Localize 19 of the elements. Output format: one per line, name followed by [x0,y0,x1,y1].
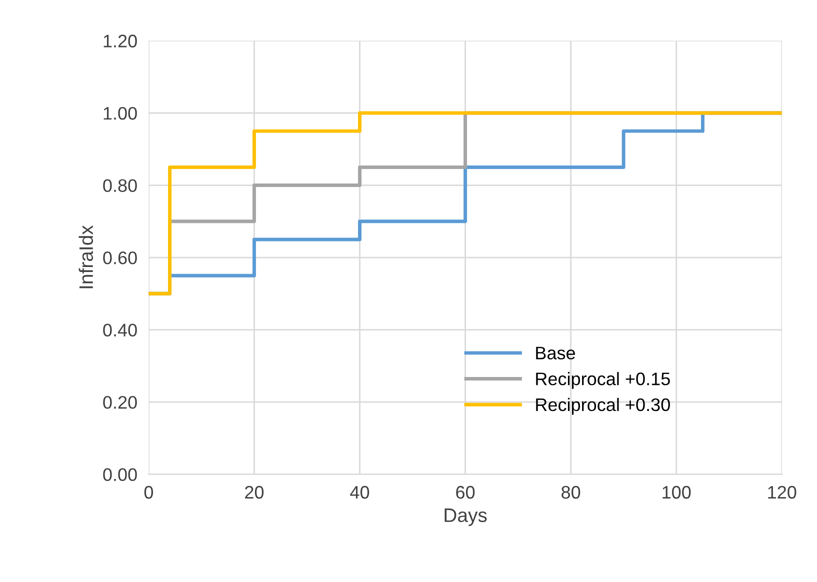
y-tick-label: 0.40 [103,324,137,337]
y-tick-label: 1.20 [104,34,137,48]
x-tick-label: 40 [350,486,370,499]
y-tick-label: 0.60 [103,251,137,264]
x-tick-label: 120 [768,486,796,499]
x-axis-title: Days [444,508,487,526]
x-tick-label: 0 [144,486,154,499]
x-tick-label: 100 [662,486,691,499]
legend-label: Base [536,346,575,360]
legend-label: Reciprocal +0.30 [536,398,670,415]
legend-label: Reciprocal +0.15 [536,372,670,389]
y-tick-label: 1.00 [104,106,137,120]
y-axis-title: InfraIdx [78,225,94,288]
y-tick-label: 0.80 [103,179,137,192]
y-tick-label: 0.00 [103,468,137,482]
y-tick-label: 0.20 [103,396,137,409]
x-tick-label: 60 [456,486,475,499]
x-tick-label: 80 [562,486,580,499]
x-tick-label: 20 [245,486,264,499]
